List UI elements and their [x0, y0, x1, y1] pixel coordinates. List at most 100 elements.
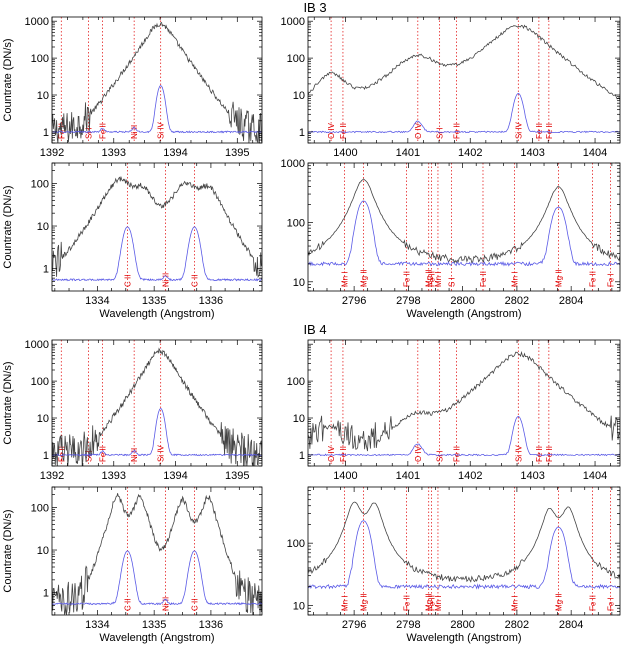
chart-panel-ib3-c: C II Ni II C II 1334 1335 1336 1 10 100 Wavelengt… [2, 162, 263, 320]
series-model [52, 85, 262, 134]
line-label: Mg II [425, 593, 434, 611]
section-title: IB 4 [303, 322, 326, 337]
chart-panel-ib4-c: C II Ni II C II 1334 1335 1336 1 10 100 Wavelengt… [2, 486, 263, 644]
y-axis-label: Countrate (DN/s) [2, 509, 14, 592]
y-tick-label: 1000 [281, 158, 305, 170]
chart-panel-ib4-b: O IV Fe II O IV Si I Fe II Si IV Fe II Fe II140… [287, 339, 621, 482]
line-label: C II [190, 275, 199, 287]
x-tick-label: 1401 [396, 147, 420, 159]
y-tick-label: 10 [37, 90, 49, 102]
line-label: Si I [436, 127, 445, 139]
series-model [52, 226, 262, 282]
line-label: Fe II [57, 446, 66, 462]
x-tick-label: 1394 [163, 470, 187, 482]
x-tick-label: 1402 [458, 147, 482, 159]
x-tick-label: 1401 [396, 470, 420, 482]
line-label: Fe II [545, 123, 554, 139]
line-label: Fe II [99, 123, 108, 139]
x-tick-label: 2796 [342, 295, 366, 307]
y-tick-label: 100 [31, 502, 49, 514]
y-tick-label: 1 [299, 127, 305, 139]
x-tick-label: 2798 [396, 295, 420, 307]
y-axis-label: Countrate (DN/s) [2, 38, 14, 121]
x-tick-label: 1334 [85, 295, 109, 307]
line-label: Si IV [157, 121, 166, 139]
line-label: Fe II [589, 595, 598, 611]
line-label: Ni II [130, 125, 139, 139]
x-tick-label: 1392 [40, 147, 64, 159]
series-model [308, 520, 620, 590]
axes-frame [51, 339, 263, 467]
series-model [52, 408, 262, 457]
line-label: Mg II [554, 593, 563, 611]
x-tick-label: 1403 [520, 470, 544, 482]
line-label: Si IV [157, 444, 166, 462]
line-label: Fe I [607, 597, 616, 611]
series-model [308, 415, 620, 457]
line-label: Fe II [402, 595, 411, 611]
section-title: IB 3 [303, 0, 326, 15]
x-tick-label: 2802 [505, 295, 529, 307]
y-tick-label: 10 [37, 413, 49, 425]
series-observed [52, 493, 262, 615]
x-tick-label: 1393 [102, 470, 126, 482]
x-tick-label: 1393 [102, 147, 126, 159]
y-tick-label: 100 [287, 53, 305, 65]
line-label: Fe II [339, 123, 348, 139]
x-tick-label: 1335 [142, 619, 166, 631]
x-tick-label: 2796 [342, 619, 366, 631]
chart-panel-ib3-b: O IV Fe II O IV Si I Fe II Si IV Fe II Fe II140… [281, 16, 621, 159]
series-observed [308, 350, 620, 452]
line-label: Fe II [453, 123, 462, 139]
y-axis-label: Countrate (DN/s) [2, 361, 14, 444]
x-tick-label: 1395 [225, 147, 249, 159]
x-tick-label: 1392 [40, 470, 64, 482]
x-tick-label: 1404 [583, 470, 607, 482]
series-observed [308, 24, 620, 101]
x-axis-label: Wavelength (Angstrom) [406, 632, 521, 644]
line-label: Fe II [339, 446, 348, 462]
line-label: Fe II [427, 595, 436, 611]
line-label: Ni II [162, 597, 171, 611]
x-axis-label: Wavelength (Angstrom) [406, 308, 521, 320]
y-tick-label: 10 [293, 600, 305, 612]
axes-frame [51, 162, 263, 292]
y-tick-label: 1 [43, 264, 49, 276]
series-observed [308, 178, 620, 264]
x-tick-label: 1336 [199, 619, 223, 631]
y-tick-label: 1 [43, 588, 49, 600]
line-label: Mn I [434, 271, 443, 287]
line-label: Ni II [130, 448, 139, 462]
y-tick-label: 100 [31, 376, 49, 388]
y-tick-label: 10 [293, 90, 305, 102]
x-tick-label: 2804 [559, 619, 583, 631]
axes-frame [51, 486, 263, 616]
line-label: Si IV [514, 444, 523, 462]
line-label: Si I [436, 450, 445, 462]
line-label: C II [123, 599, 132, 611]
y-tick-label: 10 [37, 545, 49, 557]
y-axis-label: Countrate (DN/s) [2, 185, 14, 268]
x-tick-label: 1395 [225, 470, 249, 482]
line-label: O IV [327, 445, 336, 462]
y-tick-label: 1 [299, 450, 305, 462]
y-tick-label: 10 [293, 277, 305, 289]
line-label: Fe II [535, 123, 544, 139]
line-label: Fe II [535, 446, 544, 462]
line-label: Fe I [607, 273, 616, 287]
y-tick-label: 1 [43, 450, 49, 462]
line-label: S I [448, 277, 457, 287]
y-tick-label: 100 [287, 376, 305, 388]
line-label: Si I [84, 127, 93, 139]
x-tick-label: 1402 [458, 470, 482, 482]
line-label: Fe II [99, 446, 108, 462]
y-tick-label: 100 [31, 178, 49, 190]
x-tick-label: 1403 [520, 147, 544, 159]
line-label: O IV [327, 122, 336, 139]
x-axis-label: Wavelength (Angstrom) [99, 632, 214, 644]
y-tick-label: 100 [31, 53, 49, 65]
series-observed [52, 347, 262, 466]
